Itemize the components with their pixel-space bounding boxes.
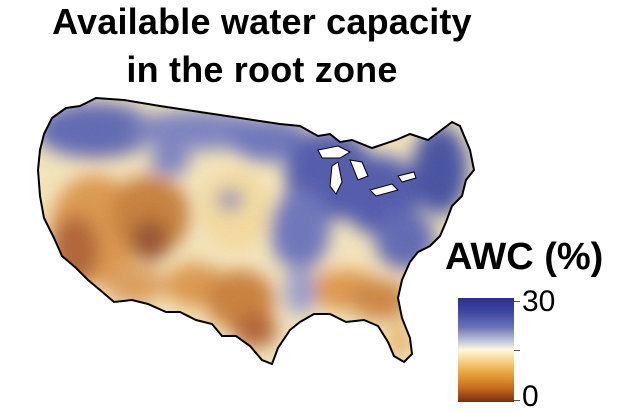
great-lakes <box>317 145 417 197</box>
legend-max-label: 30 <box>522 285 556 318</box>
legend-tick-max <box>514 301 520 302</box>
legend-title: AWC (%) <box>445 236 604 278</box>
legend-tick-min <box>514 400 520 401</box>
legend-tick-mid <box>514 350 520 351</box>
us-outline <box>36 96 476 366</box>
map-title-line-2: in the root zone <box>126 49 398 90</box>
awc-raster <box>38 98 474 364</box>
legend-min-label: 0 <box>522 380 539 413</box>
map-title-line-1: Available water capacity <box>52 1 472 42</box>
legend-colorbar <box>458 298 514 402</box>
